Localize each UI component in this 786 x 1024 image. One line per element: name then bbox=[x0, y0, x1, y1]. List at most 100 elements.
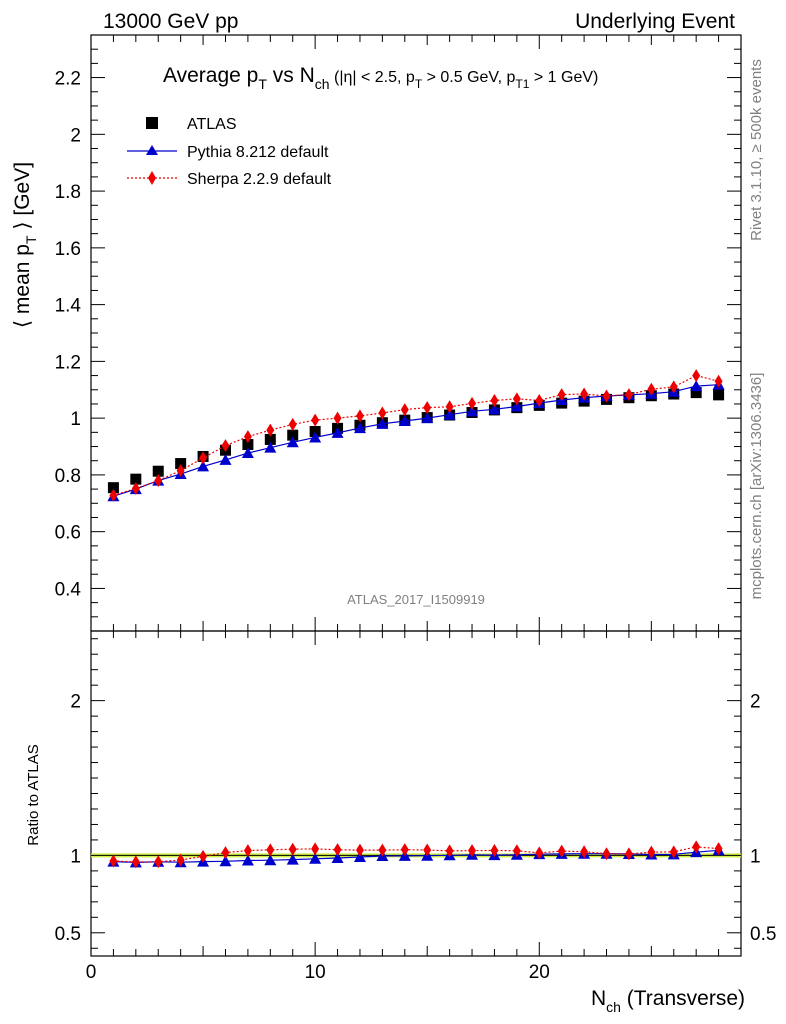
legend-pythia-label: Pythia 8.212 default bbox=[187, 144, 329, 161]
main-sherpa-line bbox=[113, 374, 719, 496]
main-sherpa-point bbox=[714, 374, 723, 388]
main-sherpa-point bbox=[692, 369, 701, 383]
ratio-sherpa-point bbox=[400, 843, 409, 857]
main-sherpa-point bbox=[580, 387, 589, 401]
main-sherpa-point bbox=[445, 400, 454, 414]
main-y-tick-label: 1.4 bbox=[55, 296, 82, 317]
main-sherpa-point bbox=[199, 451, 208, 465]
main-sherpa-point bbox=[131, 482, 140, 496]
main-y-tick-label: 1.8 bbox=[55, 182, 81, 203]
main-pythia-point bbox=[690, 380, 703, 392]
main-atlas-point bbox=[287, 429, 299, 441]
ratio-pythia-point bbox=[309, 852, 322, 864]
main-pythia-point bbox=[309, 431, 322, 443]
ratio-y-tick-label-right: 0.5 bbox=[750, 924, 776, 945]
main-sherpa-point bbox=[468, 396, 477, 410]
ratio-pythia-point bbox=[241, 854, 254, 866]
x-axis-label: Nch (Transverse) bbox=[591, 987, 745, 1015]
legend-sherpa-marker bbox=[148, 171, 156, 185]
ratio-sherpa-point bbox=[602, 847, 611, 861]
main-pythia-point bbox=[286, 436, 299, 448]
ratio-sherpa-point bbox=[154, 855, 163, 869]
main-sherpa-point bbox=[333, 411, 342, 425]
main-y-tick-label: 1 bbox=[70, 409, 81, 430]
x-tick-label: 0 bbox=[86, 962, 97, 983]
main-sherpa-point bbox=[669, 380, 678, 394]
main-pythia-point bbox=[331, 426, 344, 438]
ratio-sherpa-point bbox=[311, 842, 320, 856]
rivet-label: Rivet 3.1.10, ≥ 500k events bbox=[748, 59, 765, 241]
main-pythia-point bbox=[264, 441, 277, 453]
ratio-sherpa-point bbox=[692, 840, 701, 854]
ratio-sherpa-point bbox=[378, 843, 387, 857]
ratio-sherpa-point bbox=[647, 845, 656, 859]
main-pythia-point bbox=[421, 412, 434, 424]
main-pythia-point bbox=[510, 400, 523, 412]
main-sherpa-point bbox=[602, 389, 611, 403]
main-sherpa-point bbox=[221, 439, 230, 453]
main-sherpa-point bbox=[243, 430, 252, 444]
main-atlas-point bbox=[242, 439, 254, 451]
ratio-pythia-point bbox=[219, 855, 232, 867]
ratio-sherpa-point bbox=[109, 854, 118, 868]
main-atlas-point bbox=[264, 433, 276, 445]
main-atlas-point bbox=[107, 482, 119, 494]
ratio-series-group bbox=[107, 840, 725, 869]
main-sherpa-point bbox=[423, 401, 432, 415]
main-y-tick-label: 0.4 bbox=[55, 579, 82, 600]
ratio-sherpa-point bbox=[669, 845, 678, 859]
main-pythia-point bbox=[353, 422, 366, 434]
main-sherpa-point bbox=[176, 464, 185, 478]
ratio-pythia-point bbox=[286, 853, 299, 865]
main-sherpa-point bbox=[378, 406, 387, 420]
ratio-pythia-point bbox=[331, 852, 344, 864]
legend-atlas-label: ATLAS bbox=[187, 116, 237, 133]
main-sherpa-point bbox=[355, 409, 364, 423]
legend: ATLAS Pythia 8.212 default Sherpa 2.2.9 … bbox=[127, 116, 332, 188]
ratio-sherpa-point bbox=[423, 843, 432, 857]
ratio-axis-ticks: 0.5 0.5 1 1 2 2 bbox=[55, 638, 776, 949]
x-axis-ticks: 0 10 20 bbox=[86, 35, 742, 983]
main-y-axis-label: ⟨ mean pT ⟩ [GeV] bbox=[11, 162, 39, 328]
main-pythia-point bbox=[466, 405, 479, 417]
main-sherpa-point bbox=[624, 388, 633, 402]
main-sherpa-point bbox=[109, 488, 118, 502]
main-y-tick-label: 2.2 bbox=[55, 69, 81, 90]
ratio-sherpa-point bbox=[624, 847, 633, 861]
main-pythia-point bbox=[376, 417, 389, 429]
ratio-y-tick-label: 0.5 bbox=[55, 924, 81, 945]
main-axis-ticks: 0.4 0.6 0.8 1 1.2 1.4 1.6 1.8 2 2.2 bbox=[55, 34, 741, 618]
main-sherpa-point bbox=[647, 382, 656, 396]
mcplots-label: mcplots.cern.ch [arXiv:1306.3436] bbox=[748, 373, 765, 600]
main-atlas-point bbox=[690, 387, 702, 399]
ratio-sherpa-point bbox=[490, 843, 499, 857]
legend-atlas-marker bbox=[146, 117, 158, 129]
ratio-sherpa-point bbox=[199, 849, 208, 863]
main-sherpa-point bbox=[311, 413, 320, 427]
ratio-sherpa-point bbox=[176, 853, 185, 867]
main-sherpa-point bbox=[490, 394, 499, 408]
main-y-tick-label: 0.6 bbox=[55, 523, 81, 544]
ratio-sherpa-point bbox=[468, 844, 477, 858]
analysis-watermark: ATLAS_2017_I1509919 bbox=[347, 592, 485, 607]
main-atlas-point bbox=[175, 458, 187, 470]
main-sherpa-point bbox=[535, 394, 544, 408]
main-atlas-point bbox=[130, 473, 142, 485]
x-tick-label: 20 bbox=[529, 962, 550, 983]
main-sherpa-point bbox=[266, 423, 275, 437]
main-y-tick-label: 1.6 bbox=[55, 239, 81, 260]
ratio-sherpa-point bbox=[512, 844, 521, 858]
main-pythia-point bbox=[443, 408, 456, 420]
main-sherpa-point bbox=[154, 474, 163, 488]
ratio-y-tick-label: 2 bbox=[70, 692, 81, 713]
ratio-sherpa-point bbox=[535, 846, 544, 860]
main-pythia-point bbox=[488, 403, 501, 415]
header-right: Underlying Event bbox=[575, 10, 735, 33]
header-left: 13000 GeV pp bbox=[103, 10, 238, 33]
ratio-y-tick-label-right: 2 bbox=[750, 692, 761, 713]
ratio-y-tick-label: 1 bbox=[70, 846, 81, 867]
chart-title: Average pT vs Nch (|η| < 2.5, pT > 0.5 G… bbox=[163, 64, 598, 92]
main-sherpa-point bbox=[400, 403, 409, 417]
ratio-sherpa-point bbox=[221, 846, 230, 860]
main-series-group bbox=[107, 369, 725, 502]
